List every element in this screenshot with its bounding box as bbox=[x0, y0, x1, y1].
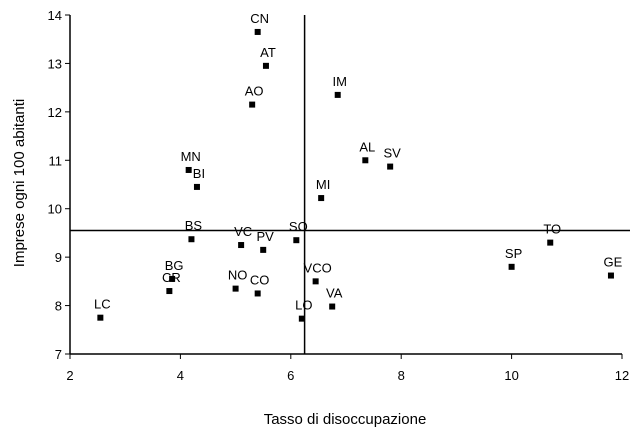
data-label-al: AL bbox=[359, 139, 375, 154]
data-point-vc bbox=[238, 242, 245, 249]
data-point-vco bbox=[312, 278, 319, 285]
data-point-bg bbox=[169, 275, 176, 282]
data-point-bs bbox=[188, 236, 195, 243]
y-tick-label: 10 bbox=[48, 202, 62, 217]
data-label-bi: BI bbox=[193, 166, 205, 181]
data-point-im bbox=[334, 91, 341, 98]
data-label-sp: SP bbox=[505, 246, 522, 261]
data-label-lo: LO bbox=[295, 298, 312, 313]
data-point-mi bbox=[318, 195, 325, 202]
data-point-cr bbox=[166, 288, 173, 295]
data-label-bs: BS bbox=[185, 218, 203, 233]
data-point-bi bbox=[193, 183, 200, 190]
x-axis-title: Tasso di disoccupazione bbox=[264, 411, 427, 428]
data-label-to: TO bbox=[543, 222, 561, 237]
x-tick-label: 10 bbox=[504, 368, 518, 383]
data-point-va bbox=[329, 303, 336, 310]
data-point-to bbox=[547, 239, 554, 246]
reference-lines bbox=[70, 15, 630, 354]
data-point-mn bbox=[185, 166, 192, 173]
data-label-at: AT bbox=[260, 45, 276, 60]
y-tick-label: 12 bbox=[48, 105, 62, 120]
y-tick-label: 7 bbox=[55, 347, 62, 362]
x-tick-label: 12 bbox=[615, 368, 629, 383]
x-tick-label: 6 bbox=[287, 368, 294, 383]
data-point-lc bbox=[97, 314, 104, 321]
data-label-ge: GE bbox=[604, 255, 623, 270]
data-label-sv: SV bbox=[383, 146, 401, 161]
data-label-no: NO bbox=[228, 268, 248, 283]
data-label-co: CO bbox=[250, 272, 270, 287]
data-label-mi: MI bbox=[316, 177, 330, 192]
data-label-im: IM bbox=[332, 74, 346, 89]
y-tick-label: 14 bbox=[48, 8, 62, 23]
data-label-cn: CN bbox=[250, 11, 269, 26]
data-label-vc: VC bbox=[234, 224, 252, 239]
x-tick-label: 2 bbox=[66, 368, 73, 383]
data-point-ge bbox=[607, 272, 614, 279]
data-point-lo bbox=[298, 315, 305, 322]
data-point-pv bbox=[260, 246, 267, 253]
y-tick-label: 8 bbox=[55, 299, 62, 314]
data-label-pv: PV bbox=[257, 229, 275, 244]
data-label-vco: VCO bbox=[304, 260, 332, 275]
ticks: 2 4 6 8 10 12 7 8 9 10 11 12 13 14 bbox=[48, 8, 630, 383]
data-point-so bbox=[293, 237, 300, 244]
data-point-cn bbox=[254, 28, 261, 35]
y-axis-title: Imprese ogni 100 abitanti bbox=[11, 99, 28, 267]
data-point-co bbox=[254, 290, 261, 297]
data-label-lc: LC bbox=[94, 297, 111, 312]
y-tick-label: 9 bbox=[55, 250, 62, 265]
axes bbox=[69, 15, 622, 355]
data-label-mn: MN bbox=[181, 149, 201, 164]
data-point-sp bbox=[508, 263, 515, 270]
data-label-bg: BG bbox=[165, 258, 184, 273]
data-point-al bbox=[362, 157, 369, 164]
x-tick-label: 4 bbox=[177, 368, 184, 383]
data-point-at bbox=[262, 62, 269, 69]
data-label-so: SO bbox=[289, 219, 308, 234]
data-point-ao bbox=[249, 101, 256, 108]
data-point-no bbox=[232, 285, 239, 292]
data-label-ao: AO bbox=[245, 84, 264, 99]
data-label-va: VA bbox=[326, 286, 343, 301]
data-label-cr: CR bbox=[162, 270, 181, 285]
data-point-sv bbox=[387, 163, 394, 170]
y-tick-label: 13 bbox=[48, 56, 62, 71]
y-tick-label: 11 bbox=[49, 153, 63, 168]
x-tick-label: 8 bbox=[398, 368, 405, 383]
